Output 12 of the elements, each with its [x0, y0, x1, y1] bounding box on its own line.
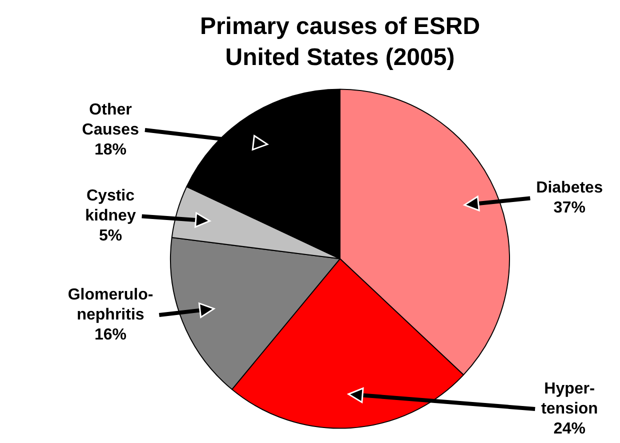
data-label: 24% — [553, 420, 586, 438]
slice-label: Diabetes — [536, 180, 603, 197]
slice-label: Cystic kidney — [85, 188, 136, 225]
slice-label: Hyper- tension — [541, 380, 598, 418]
chart-title: Primary causes of ESRD — [200, 13, 480, 40]
chart-subtitle: United States (2005) — [225, 44, 455, 71]
data-label: 37% — [553, 200, 586, 217]
data-label: 5% — [98, 228, 122, 245]
data-label: 16% — [94, 326, 127, 344]
slice-label: Glomerulo- nephritis — [68, 286, 154, 324]
slice-label: Other Causes — [82, 101, 140, 138]
data-label: 18% — [94, 141, 127, 158]
